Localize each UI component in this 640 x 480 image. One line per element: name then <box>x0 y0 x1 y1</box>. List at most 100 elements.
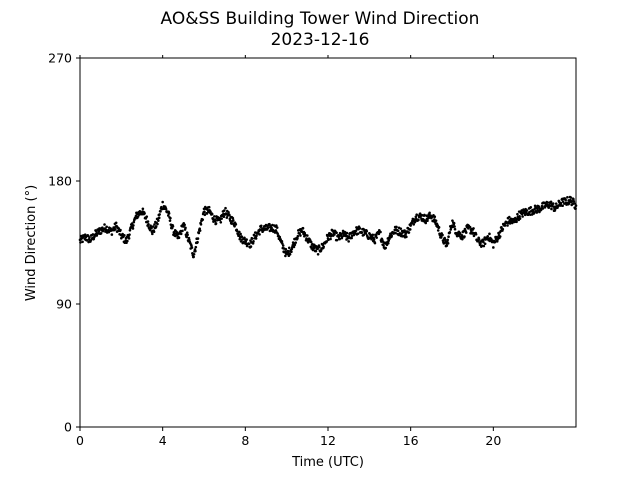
data-point <box>222 209 226 212</box>
data-point <box>239 240 243 243</box>
data-point <box>325 240 329 243</box>
data-point <box>386 241 390 245</box>
data-point <box>194 245 198 249</box>
data-point <box>329 237 332 241</box>
x-tick-label: 0 <box>76 433 84 448</box>
data-point <box>132 220 136 224</box>
data-point <box>482 240 485 244</box>
data-point <box>151 225 155 228</box>
data-point <box>194 249 197 253</box>
data-point <box>403 229 406 232</box>
data-point <box>146 220 150 223</box>
data-point <box>147 222 150 226</box>
data-point <box>541 207 545 210</box>
data-point <box>227 210 230 214</box>
x-tick-label: 12 <box>320 433 336 448</box>
data-point <box>293 243 297 247</box>
data-point <box>474 232 478 236</box>
data-point <box>384 246 387 250</box>
data-point <box>532 211 536 215</box>
data-point <box>280 239 284 243</box>
data-point <box>306 234 309 237</box>
data-point <box>399 227 403 230</box>
data-point <box>318 245 321 249</box>
data-point <box>276 232 279 235</box>
data-point <box>364 232 368 235</box>
data-point <box>145 215 149 218</box>
data-point <box>152 230 156 233</box>
data-point <box>516 212 519 216</box>
data-point <box>114 228 117 231</box>
data-point <box>561 200 565 203</box>
data-point <box>287 246 291 250</box>
data-point <box>175 231 179 234</box>
data-point <box>561 204 564 208</box>
data-point <box>356 232 360 235</box>
data-point <box>154 225 158 228</box>
data-point <box>185 235 189 239</box>
data-point <box>372 238 376 241</box>
data-point <box>546 201 549 204</box>
data-point <box>322 245 325 249</box>
data-point <box>373 241 377 245</box>
data-point <box>284 247 288 251</box>
data-point <box>171 225 175 228</box>
data-point <box>183 223 186 227</box>
data-point <box>228 213 231 217</box>
data-point <box>551 202 555 205</box>
data-point <box>230 222 233 225</box>
data-point <box>500 225 503 229</box>
data-point <box>95 234 99 237</box>
data-point <box>158 213 161 216</box>
data-point <box>281 242 284 245</box>
data-point <box>270 226 273 230</box>
data-point <box>301 226 305 230</box>
y-axis-ticks: 0 90 180 270 <box>48 51 80 435</box>
data-point <box>132 224 135 227</box>
data-point <box>423 213 426 217</box>
data-point <box>288 253 292 256</box>
data-point <box>405 235 408 239</box>
data-point <box>518 215 521 218</box>
data-point <box>88 236 91 239</box>
data-point <box>156 222 159 226</box>
data-point <box>362 233 366 237</box>
data-point <box>89 239 93 242</box>
data-point <box>294 241 298 244</box>
data-point <box>126 239 129 243</box>
data-point <box>153 223 156 226</box>
data-point <box>197 231 201 235</box>
data-point <box>572 200 576 203</box>
data-point <box>523 213 527 217</box>
data-point <box>103 223 106 226</box>
data-point <box>284 254 287 258</box>
y-tick-label: 270 <box>48 51 72 66</box>
data-point <box>458 232 462 236</box>
data-point <box>535 211 539 214</box>
data-point <box>477 238 481 241</box>
data-point <box>214 222 218 225</box>
x-tick-label: 16 <box>403 433 419 448</box>
data-point <box>231 219 235 222</box>
data-point <box>148 228 152 232</box>
data-point <box>131 227 135 230</box>
data-point <box>141 207 145 211</box>
data-point <box>433 215 437 219</box>
data-point <box>496 238 499 241</box>
data-point <box>314 249 318 253</box>
data-point <box>426 219 429 222</box>
data-point <box>210 212 214 216</box>
data-point <box>347 240 350 243</box>
data-point <box>143 212 146 215</box>
data-point <box>127 237 131 240</box>
data-point <box>452 221 456 225</box>
data-point <box>388 237 391 240</box>
data-point <box>179 232 183 236</box>
data-point <box>249 245 253 248</box>
data-point <box>550 207 553 211</box>
data-point <box>501 227 505 231</box>
data-point <box>275 226 279 229</box>
data-point <box>309 240 313 244</box>
data-point <box>409 224 412 227</box>
data-point <box>394 231 397 235</box>
